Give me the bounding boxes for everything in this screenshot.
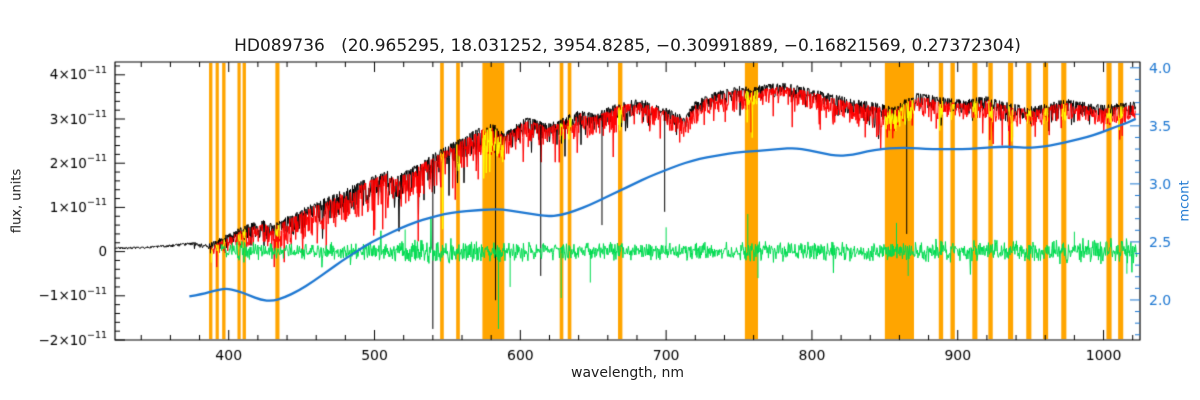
y-axis-label-left: flux, units	[9, 168, 25, 234]
plot-title: HD089736 (20.965295, 18.031252, 3954.828…	[234, 36, 1021, 56]
x-axis-label: wavelength, nm	[571, 365, 684, 381]
y-axis-label-right: mcont	[1177, 180, 1193, 222]
